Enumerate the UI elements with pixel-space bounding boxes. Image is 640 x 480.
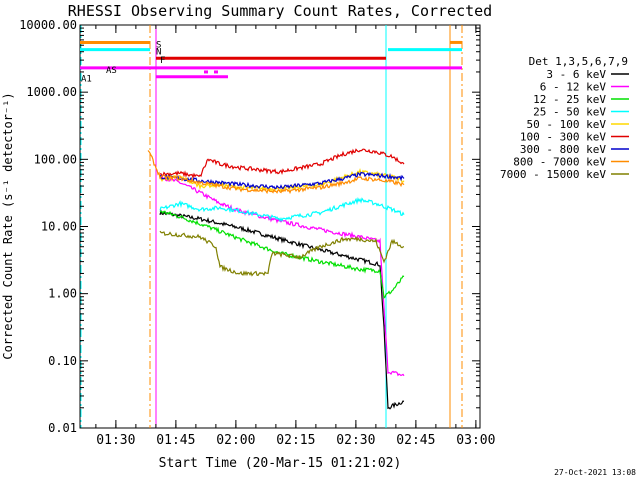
plot-frame [79, 24, 481, 429]
series-line [147, 150, 405, 195]
y-tick-label: 1000.00 [26, 85, 77, 99]
y-tick-label: 0.10 [48, 354, 77, 368]
series-line [159, 210, 405, 299]
legend-title: Det 1,3,5,6,7,9 [529, 55, 628, 68]
chart-title: RHESSI Observing Summary Count Rates, Co… [68, 2, 492, 20]
footer-date: 27-Oct-2021 13:08 [554, 468, 636, 477]
y-axis: 0.01 0.10 1.00 10.00 100.00 1000.00 10000.00 [19, 18, 480, 435]
series-line [159, 148, 405, 180]
x-axis: 01:30 01:45 02:00 02:15 02:30 02:45 03:00 [95, 25, 495, 448]
y-tick-label: 10000.00 [19, 18, 77, 32]
x-tick-label: 02:00 [216, 433, 255, 448]
legend-entry: 50 - 100 keV [527, 118, 607, 131]
legend-entry: 25 - 50 keV [533, 106, 606, 119]
x-axis-label: Start Time (20-Mar-15 01:21:02) [159, 456, 402, 471]
y-tick-label: 10.00 [41, 220, 77, 234]
x-tick-label: 02:30 [336, 433, 375, 448]
y-tick-label: 100.00 [34, 152, 77, 166]
flag-label: A1 [81, 75, 92, 85]
x-tick-label: 02:15 [276, 433, 315, 448]
flag-label: S [156, 40, 161, 50]
x-tick-label: 03:00 [456, 433, 495, 448]
x-tick-label: 01:45 [156, 433, 195, 448]
legend-entry: 12 - 25 keV [533, 93, 606, 106]
state-flags: SNF AS A1 [80, 40, 462, 85]
series-line [159, 230, 405, 277]
legend-entry: 7000 - 15000 keV [500, 168, 606, 181]
series-lines [147, 148, 405, 410]
x-tick-label: 01:30 [96, 433, 135, 448]
legend-entry: 100 - 300 keV [520, 131, 606, 144]
flag-label: F [160, 56, 165, 66]
flag-label: AS [106, 66, 117, 76]
x-tick-label: 02:45 [396, 433, 435, 448]
legend-entry: 6 - 12 keV [540, 81, 607, 94]
vertical-markers [80, 25, 463, 428]
legend-entry: 300 - 800 keV [520, 143, 606, 156]
series-line [159, 196, 405, 223]
series-line [159, 209, 405, 410]
y-axis-label: Corrected Count Rate (s⁻¹ detector⁻¹) [1, 92, 15, 359]
legend-entry: 3 - 6 keV [546, 68, 606, 81]
series-line [159, 173, 405, 377]
flag-label: N [156, 48, 161, 58]
y-tick-label: 1.00 [48, 287, 77, 301]
y-tick-label: 0.01 [48, 421, 77, 435]
legend-entry: 800 - 7000 keV [513, 156, 606, 169]
